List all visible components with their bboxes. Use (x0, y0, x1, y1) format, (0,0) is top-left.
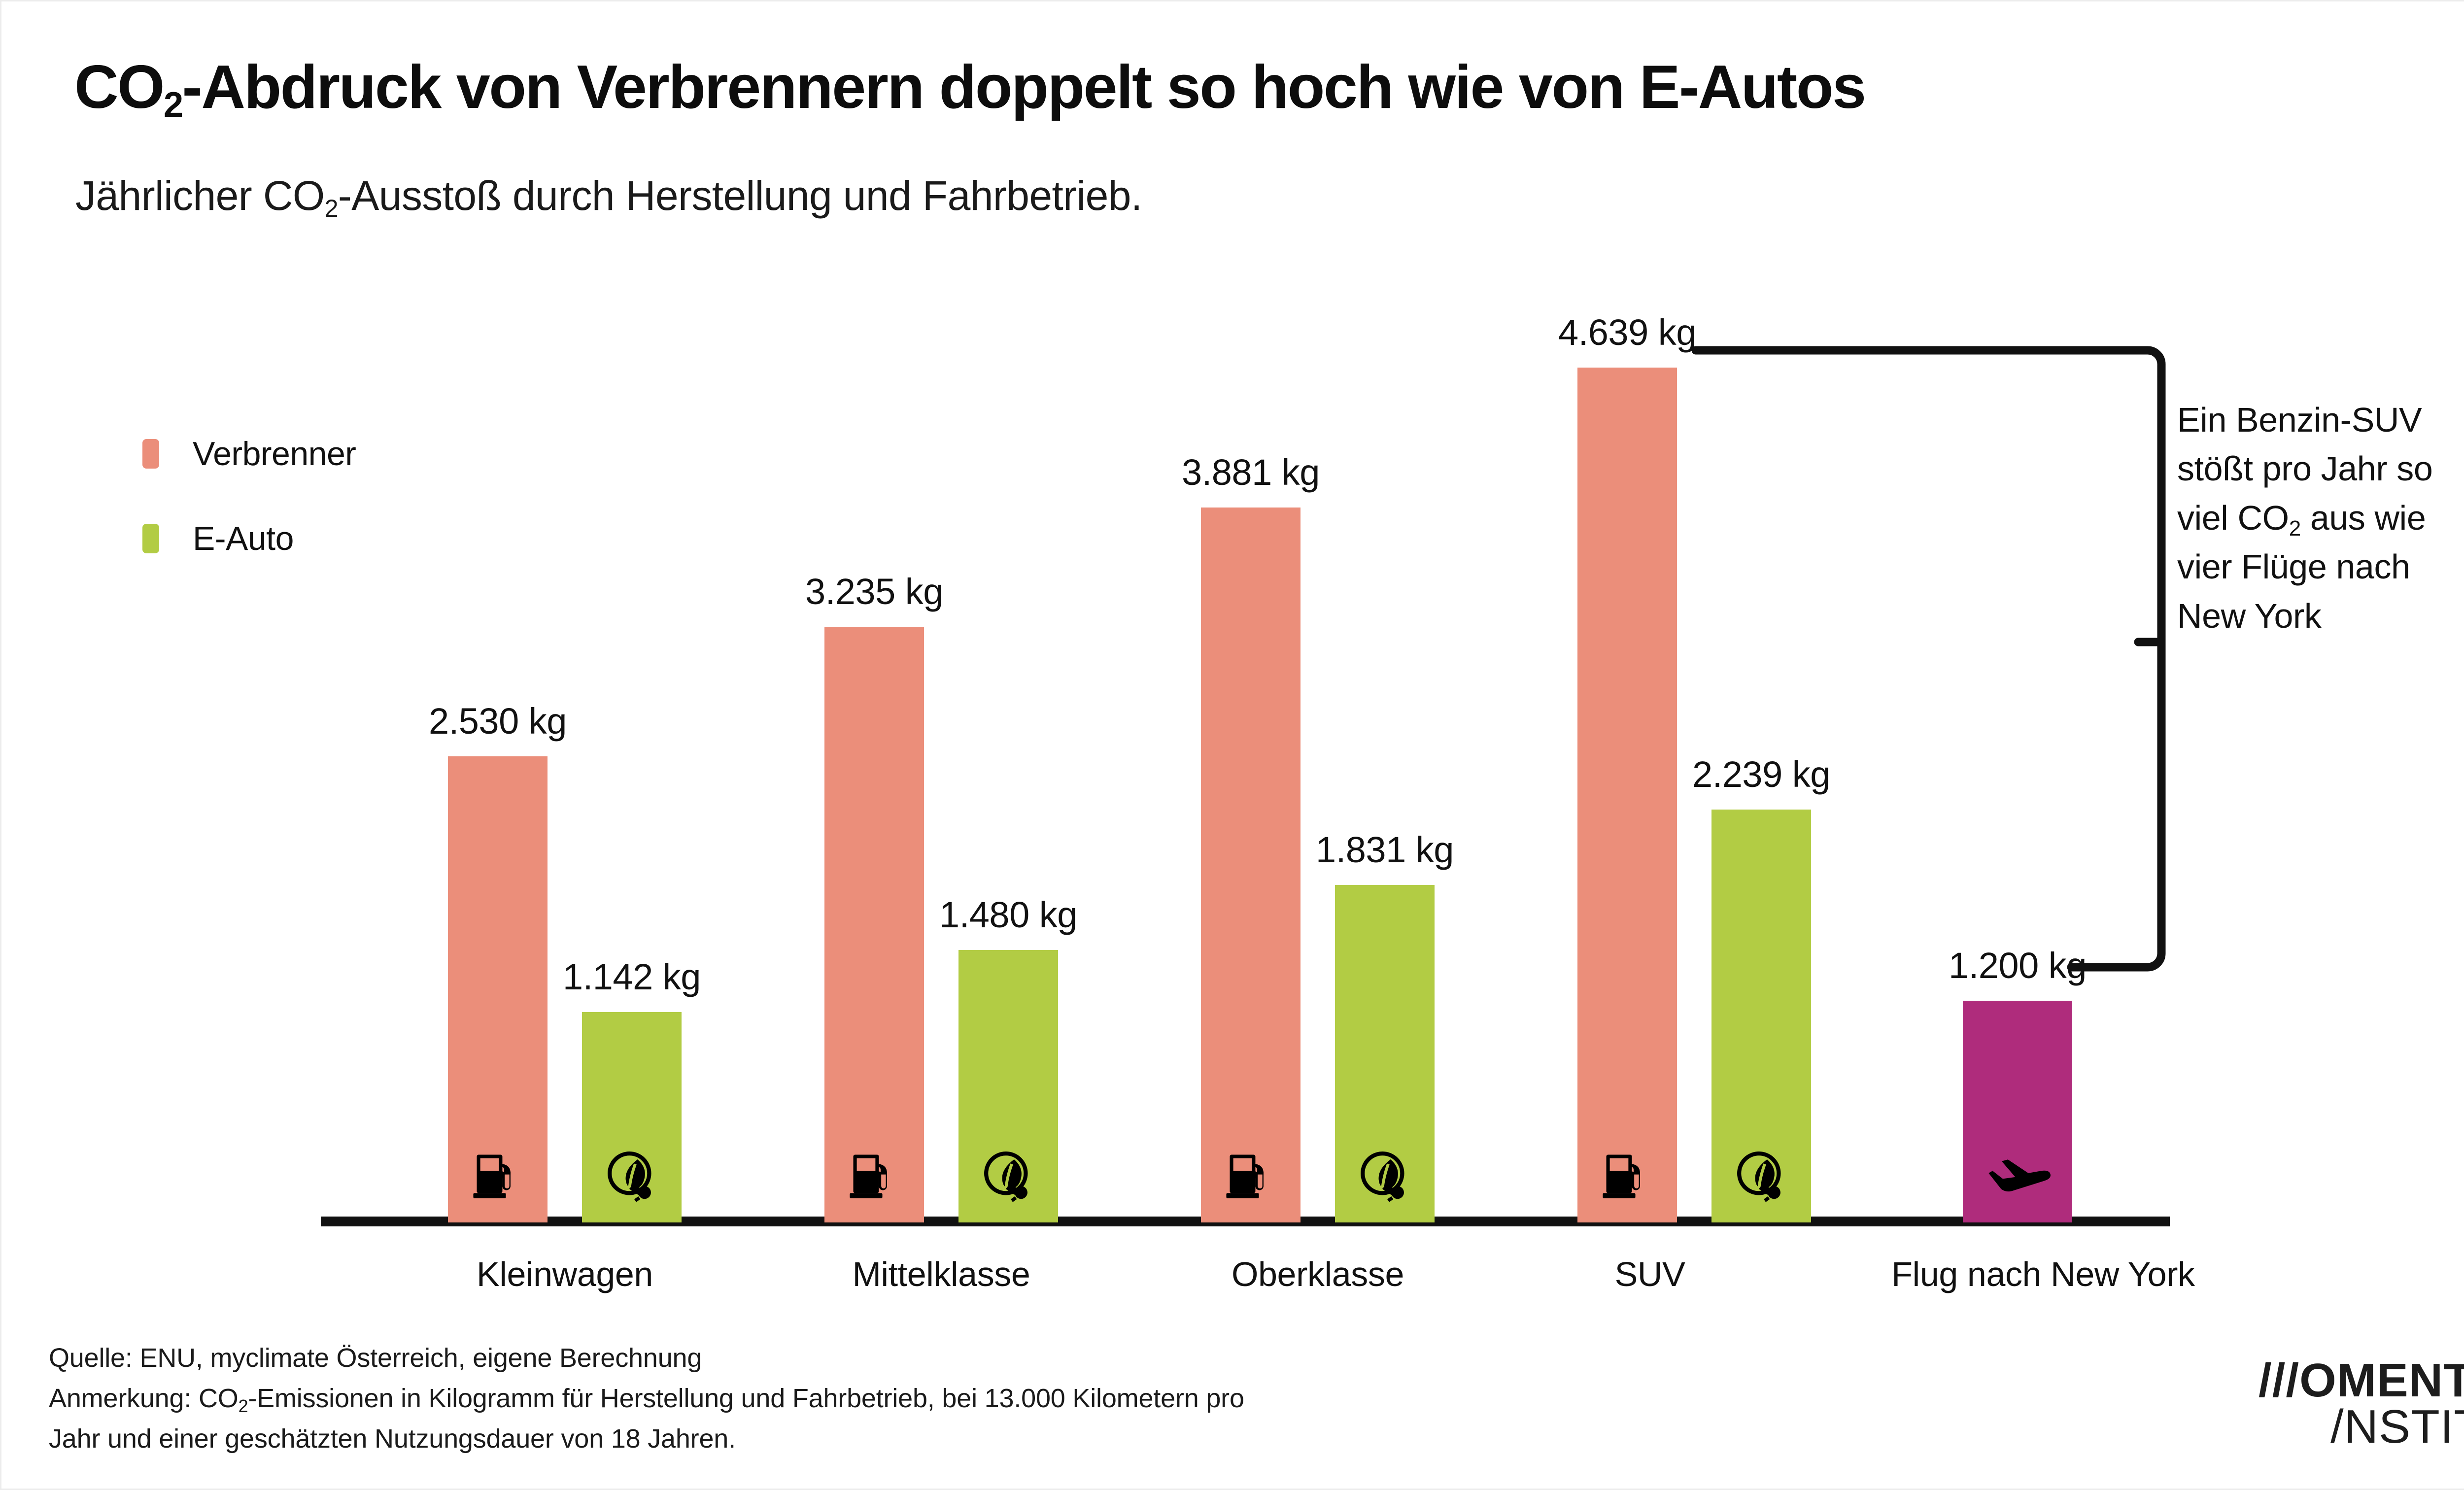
subtitle-text-post: -Ausstoß durch Herstellung und Fahrbetri… (338, 172, 1142, 219)
bar-kleinwagen-eauto[interactable]: 1.142 kg (563, 959, 701, 1222)
legend-swatch-verbrenner (142, 439, 159, 469)
page-title: CO2-Abdruck von Verbrennern doppelt so h… (74, 57, 1866, 123)
callout-bracket (1691, 341, 2180, 980)
bar-mittelklasse-verbrenner[interactable]: 3.235 kg (805, 574, 943, 1222)
fuel-pump-icon (845, 1147, 903, 1205)
category-label-mittelklasse: Mittelklasse (852, 1255, 1030, 1293)
leaf-plug-icon (1732, 1147, 1790, 1205)
callout-line-3-post: aus wie (2300, 498, 2426, 537)
bar-mittelklasse-eauto[interactable]: 1.480 kg (939, 897, 1077, 1222)
leaf-plug-icon (603, 1147, 661, 1205)
chart-legend: Verbrenner E-Auto (142, 430, 356, 600)
note-line-2: Jahr und einer geschätzten Nutzungsdauer… (49, 1424, 736, 1454)
category-label-flug-new-york: Flug nach New York (1891, 1255, 2195, 1293)
callout-line-4: vier Flüge nach (2177, 547, 2410, 586)
note-line-1: Anmerkung: CO2-Emissionen in Kilogramm f… (49, 1378, 1626, 1419)
title-subscript: 2 (164, 85, 183, 125)
callout-line-3-subscript: 2 (2289, 516, 2301, 541)
legend-item-verbrenner[interactable]: Verbrenner (142, 430, 356, 477)
leaf-plug-icon (979, 1147, 1037, 1205)
bar-value-label: 1.142 kg (563, 956, 701, 997)
bar-value-label: 1.831 kg (1316, 829, 1454, 870)
category-label-suv: SUV (1614, 1255, 1685, 1293)
bar-kleinwagen-verbrenner[interactable]: 2.530 kg (429, 703, 567, 1222)
fuel-pump-icon (469, 1147, 527, 1205)
legend-label-eauto: E-Auto (193, 520, 294, 557)
callout-line-3-pre: viel CO (2177, 498, 2289, 537)
subtitle-subscript: 2 (324, 195, 339, 222)
callout-line-1: Ein Benzin-SUV (2177, 401, 2422, 439)
note-line-1-subscript: 2 (238, 1396, 248, 1417)
momentum-institut-logo: ///OMENTUM /NSTITUT (2259, 1354, 2464, 1454)
footer-notes: Quelle: ENU, myclimate Österreich, eigen… (49, 1338, 1626, 1459)
bar-oberklasse-verbrenner[interactable]: 3.881 kg (1182, 454, 1320, 1222)
title-text-post: -Abdruck von Verbrennern doppelt so hoch… (182, 53, 1867, 121)
callout-line-2: stößt pro Jahr so (2177, 449, 2433, 488)
logo-line-momentum: ///OMENTUM (2259, 1354, 2464, 1407)
bar-suv-verbrenner[interactable]: 4.639 kg (1558, 314, 1696, 1222)
legend-item-eauto[interactable]: E-Auto (142, 515, 356, 562)
bar-value-label: 2.239 kg (1692, 754, 1830, 795)
bar-value-label: 2.530 kg (429, 701, 567, 742)
leaf-plug-icon (1356, 1147, 1414, 1205)
bar-value-label: 4.639 kg (1558, 312, 1696, 353)
note-line-1-pre: Anmerkung: CO (49, 1384, 239, 1414)
title-text-pre: CO (74, 53, 165, 121)
legend-swatch-eauto (142, 524, 159, 553)
logo-line-institut: /NSTITUT (2330, 1400, 2464, 1454)
fuel-pump-icon (1222, 1147, 1280, 1205)
bar-flug-new-york[interactable]: 1.200 kg (1949, 948, 2087, 1222)
source-line: Quelle: ENU, myclimate Österreich, eigen… (49, 1343, 702, 1373)
bar-suv-eauto[interactable]: 2.239 kg (1692, 756, 1830, 1222)
legend-label-verbrenner: Verbrenner (193, 435, 356, 473)
callout-annotation-text: Ein Benzin-SUV stößt pro Jahr so viel CO… (2177, 396, 2464, 641)
subtitle-text-pre: Jährlicher CO (75, 172, 325, 219)
bar-value-label: 1.480 kg (939, 894, 1077, 935)
bar-value-label: 1.200 kg (1949, 945, 2087, 986)
note-line-1-post: -Emissionen in Kilogramm für Herstellung… (248, 1384, 1244, 1414)
bar-value-label: 3.235 kg (805, 571, 943, 612)
callout-line-5: New York (2177, 596, 2322, 635)
category-label-oberklasse: Oberklasse (1231, 1255, 1404, 1293)
page-subtitle: Jährlicher CO2-Ausstoß durch Herstellung… (75, 172, 1142, 221)
bar-oberklasse-eauto[interactable]: 1.831 kg (1316, 832, 1454, 1222)
category-label-kleinwagen: Kleinwagen (477, 1255, 653, 1293)
bar-value-label: 3.881 kg (1182, 452, 1320, 493)
airplane-icon (1984, 1147, 2052, 1201)
fuel-pump-icon (1598, 1147, 1656, 1205)
